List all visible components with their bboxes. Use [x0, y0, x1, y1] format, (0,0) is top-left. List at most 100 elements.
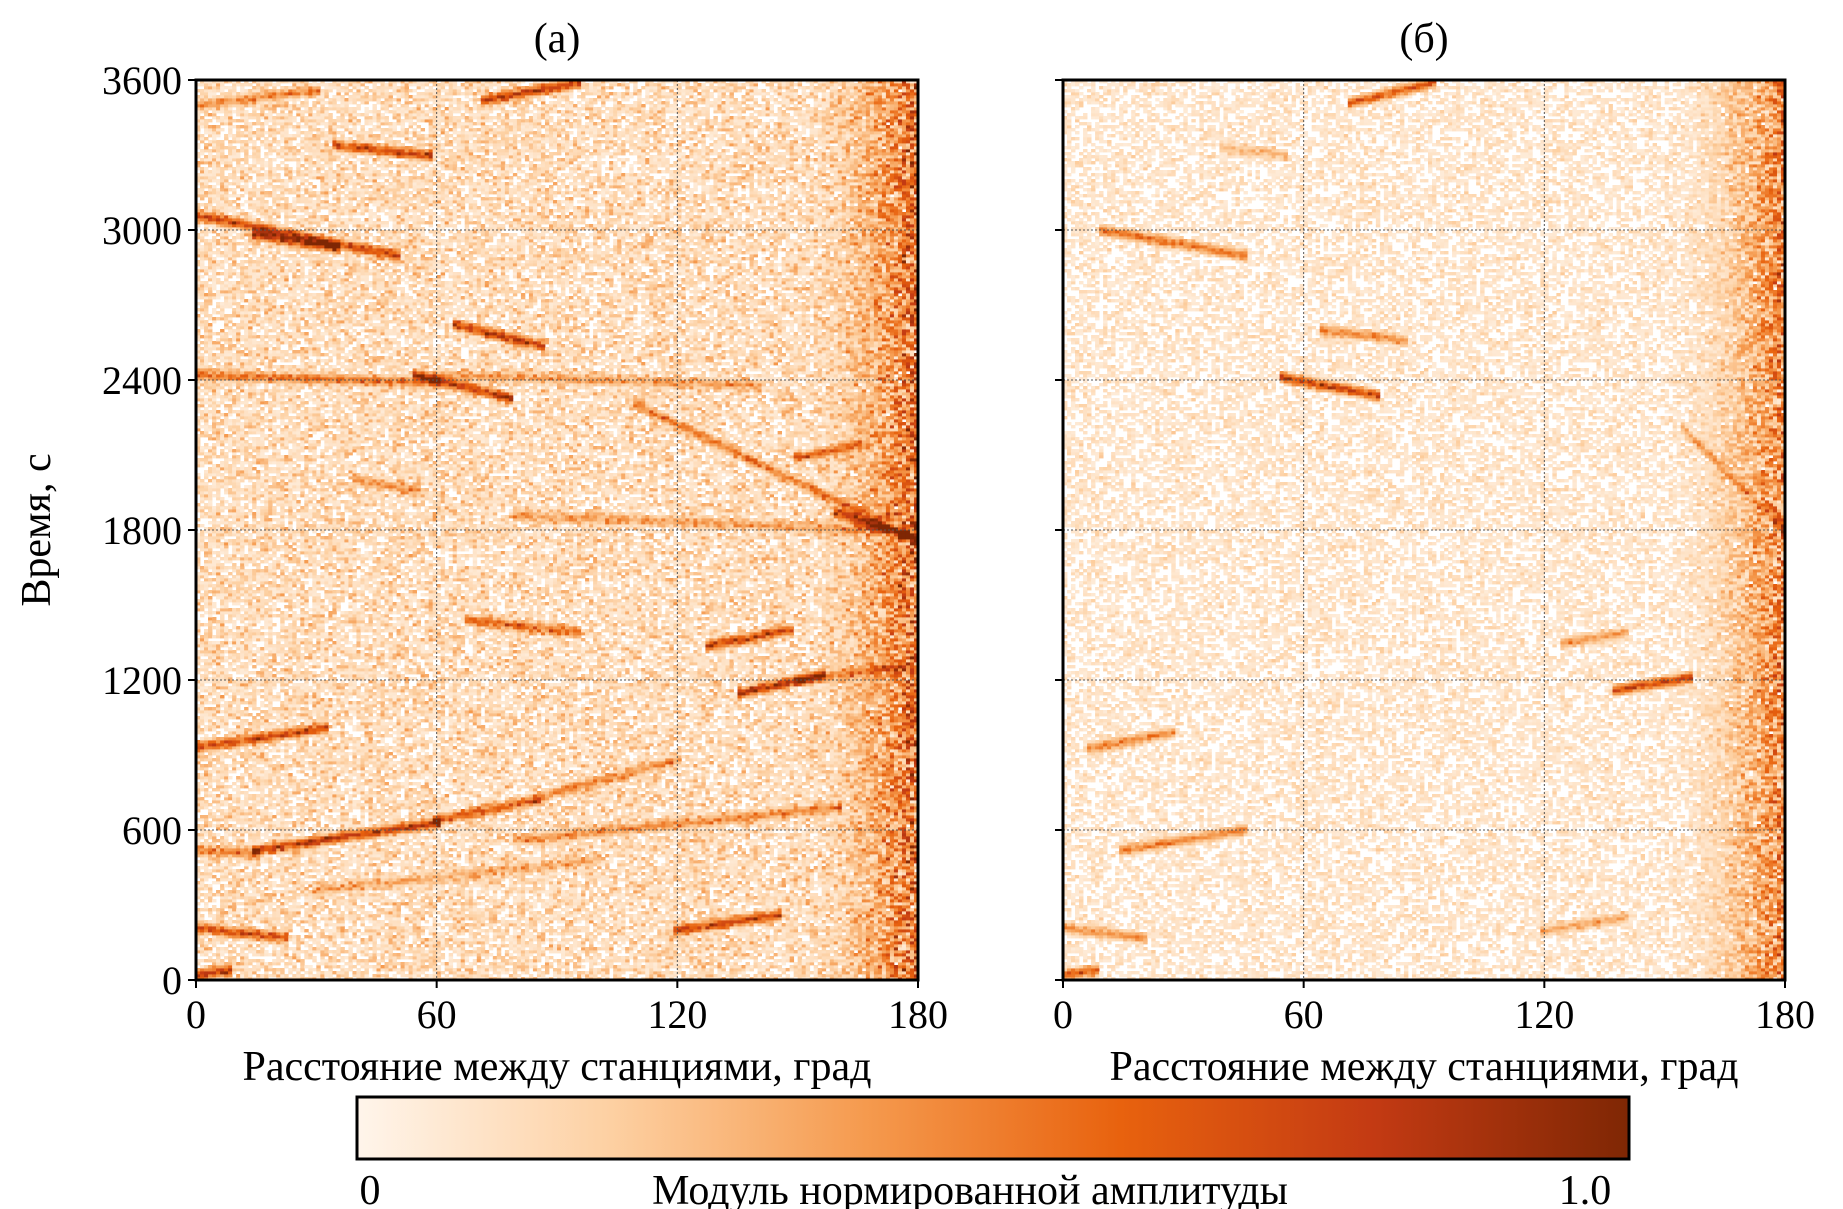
panel-a-cell	[910, 899, 914, 902]
panel-a-cell	[826, 899, 830, 902]
panel-a-cell	[368, 947, 372, 950]
panel-a-cell	[838, 884, 842, 887]
panel-a-cell	[681, 965, 685, 968]
panel-a-cell	[617, 887, 621, 890]
panel-a-cell	[770, 923, 774, 926]
panel-a-cell	[661, 932, 665, 935]
panel-a-cell	[790, 929, 794, 932]
panel-a-cell	[854, 956, 858, 959]
panel-a-cell	[216, 959, 220, 962]
panel-a-cell	[509, 920, 513, 923]
panel-a-cell	[461, 938, 465, 941]
panel-a-cell	[786, 953, 790, 956]
panel-a-cell	[300, 884, 304, 887]
panel-a-cell	[613, 917, 617, 920]
panel-a-cell	[224, 965, 228, 968]
panel-a-cell	[798, 911, 802, 914]
panel-a-cell	[870, 947, 874, 950]
panel-a-cell	[557, 971, 561, 974]
panel-a-cell	[409, 896, 413, 899]
panel-a-cell	[477, 932, 481, 935]
panel-a-cell	[260, 899, 264, 902]
panel-a-cell	[549, 938, 553, 941]
panel-a-cell	[565, 926, 569, 929]
panel-a-cell	[774, 887, 778, 890]
panel-a-cell	[529, 938, 533, 941]
panel-a-cell	[701, 929, 705, 932]
panel-a-cell	[641, 950, 645, 953]
panel-a-cell	[641, 896, 645, 899]
panel-a-cell	[725, 929, 729, 932]
panel-a-cell	[409, 929, 413, 932]
panel-a-cell	[729, 956, 733, 959]
panel-a-cell	[898, 890, 902, 893]
panel-a-cell	[437, 974, 441, 977]
panel-a-cell	[308, 938, 312, 941]
panel-a-cell	[413, 908, 417, 911]
panel-a-cell	[336, 965, 340, 968]
panel-a-cell	[621, 971, 625, 974]
panel-a-cell	[834, 959, 838, 962]
panel-a-cell	[541, 917, 545, 920]
panel-a-cell	[794, 902, 798, 905]
panel-a-cell	[878, 950, 882, 953]
panel-a-cell	[348, 968, 352, 971]
panel-a-cell	[649, 965, 653, 968]
panel-a-cell	[461, 971, 465, 974]
panel-a-cell	[425, 944, 429, 947]
panel-a-cell	[641, 947, 645, 950]
panel-a-cell	[657, 959, 661, 962]
panel-a-cell	[886, 887, 890, 890]
panel-a-cell	[593, 938, 597, 941]
panel-a-cell	[208, 920, 212, 923]
panel-a-cell	[316, 884, 320, 887]
panel-a-cell	[902, 890, 906, 893]
panel-a-cell	[268, 929, 272, 932]
panel-a-cell	[669, 950, 673, 953]
panel-a-cell	[613, 965, 617, 968]
panel-a-cell	[336, 902, 340, 905]
panel-a-cell	[489, 914, 493, 917]
panel-a-cell	[729, 887, 733, 890]
panel-a-cell	[485, 965, 489, 968]
panel-a-cell	[649, 917, 653, 920]
panel-a-cell	[497, 962, 501, 965]
panel-a-cell	[509, 908, 513, 911]
panel-a-cell	[537, 917, 541, 920]
panel-a-cell	[778, 908, 782, 911]
panel-a-cell	[565, 971, 569, 974]
panel-a-cell	[465, 917, 469, 920]
panel-a-cell	[886, 941, 890, 944]
panel-a-cell	[725, 911, 729, 914]
panel-a-cell	[393, 962, 397, 965]
panel-a-cell	[822, 899, 826, 902]
panel-a-cell	[377, 920, 381, 923]
panel-a-cell	[389, 950, 393, 953]
panel-a-cell	[641, 965, 645, 968]
panel-a-cell	[794, 953, 798, 956]
panel-a-cell	[826, 920, 830, 923]
panel-a-cell	[457, 932, 461, 935]
panel-a-cell	[742, 911, 746, 914]
panel-a-cell	[465, 959, 469, 962]
panel-a-cell	[786, 899, 790, 902]
panel-a-cell	[910, 935, 914, 938]
panel-a-cell	[200, 950, 204, 953]
panel-a-cell	[806, 956, 810, 959]
panel-a-cell	[372, 905, 376, 908]
panel-a-cell	[798, 965, 802, 968]
panel-a-cell	[597, 926, 601, 929]
panel-a-cell	[617, 935, 621, 938]
panel-a-cell	[417, 947, 421, 950]
panel-a-cell	[320, 896, 324, 899]
panel-a-cell	[348, 920, 352, 923]
panel-a-cell	[513, 950, 517, 953]
panel-a-cell	[633, 890, 637, 893]
panel-a-cell	[697, 905, 701, 908]
panel-a-cell	[669, 971, 673, 974]
panel-a-cell	[276, 932, 280, 935]
panel-a-cell	[838, 929, 842, 932]
panel-a-cell	[798, 947, 802, 950]
panel-a-cell	[766, 908, 770, 911]
panel-a-cell	[348, 947, 352, 950]
